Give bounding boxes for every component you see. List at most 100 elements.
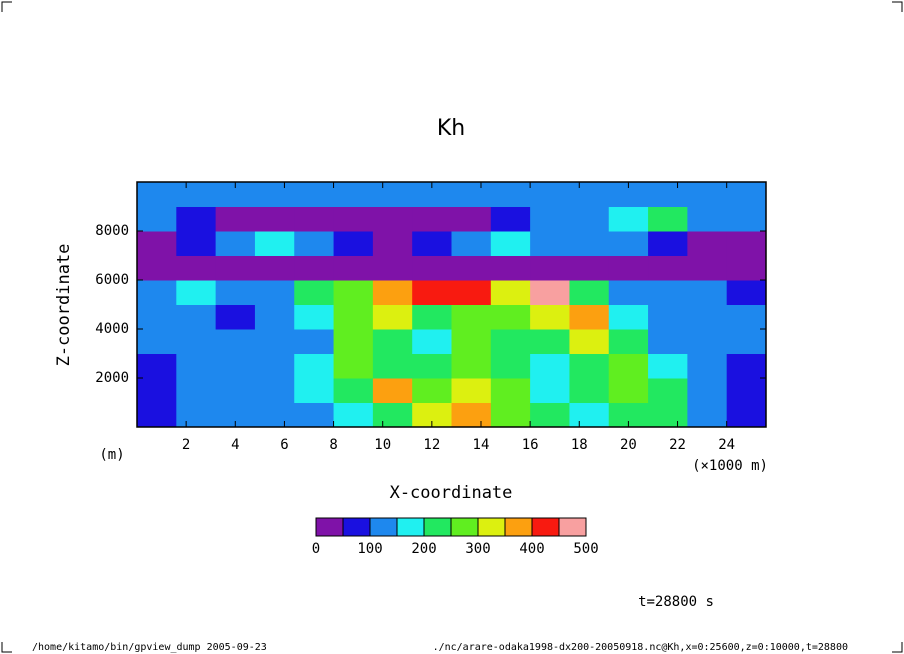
y-tick-label: 6000 [95,272,129,288]
contour-cell [648,231,688,256]
contour-cell [569,280,610,305]
y-unit: (m) [99,447,124,463]
contour-cell [726,378,767,403]
contour-cell [569,329,610,354]
x-unit: (×1000 m) [692,458,768,474]
contour-cell [726,353,767,379]
footer-right: ./nc/arare-odaka1998-dx200-20050918.nc@K… [433,642,848,653]
contour-cell [372,353,413,379]
contour-cell [254,280,295,305]
contour-cell [648,255,688,281]
contour-cell [254,353,295,379]
time-label: t=28800 s [638,594,714,610]
colorbar-box [396,517,425,537]
colorbar-tick-label: 100 [357,541,382,557]
x-tick-label: 22 [669,437,686,453]
contour-cell [137,231,177,256]
contour-cell [490,378,531,403]
contour-cell [530,304,570,330]
contour-cell [451,206,492,232]
contour-cell [726,304,767,330]
contour-cell [687,329,728,354]
contour-cell [530,182,570,207]
contour-cell [215,304,256,330]
contour-cell [412,280,452,305]
colorbar-tick-label: 0 [312,541,320,557]
contour-cell [530,378,570,403]
x-tick-label: 4 [231,437,239,453]
colorbar-tick-label: 500 [573,541,598,557]
contour-cell [176,402,217,428]
contour-cell [530,280,570,305]
contour-cell [254,182,295,207]
contour-cell [451,329,492,354]
contour-cell [451,255,492,281]
contour-cell [372,329,413,354]
contour-cell [176,231,217,256]
contour-cell [569,182,610,207]
contour-cell [530,402,570,428]
contour-cell [294,182,335,207]
contour-cell [294,206,335,232]
contour-cell [648,402,688,428]
contour-cell [254,304,295,330]
contour-cell [412,231,452,256]
contour-cell [608,329,649,354]
contour-cell [372,255,413,281]
contour-cell [451,280,492,305]
contour-cell [372,206,413,232]
contour-cell [569,378,610,403]
colorbar-box [342,517,371,537]
contour-cell [451,231,492,256]
colorbar-tick-label: 300 [465,541,490,557]
footer-left: /home/kitamo/bin/gpview_dump 2005-09-23 [32,642,267,653]
contour-cell [412,378,452,403]
contour-cell [333,255,374,281]
contour-cell [648,206,688,232]
contour-cell [372,280,413,305]
contour-cell [569,353,610,379]
contour-cell [333,402,374,428]
contour-cell [333,280,374,305]
contour-cell [333,206,374,232]
contour-cell [294,378,335,403]
contour-cell [412,304,452,330]
contour-cell [687,280,728,305]
contour-cell [726,329,767,354]
x-tick-label: 6 [280,437,288,453]
contour-cell [490,255,531,281]
contour-cell [176,378,217,403]
contour-cell [215,206,256,232]
x-tick-label: 16 [522,437,539,453]
colorbar-box [477,517,506,537]
contour-cell [215,378,256,403]
contour-cell [215,231,256,256]
colorbar-tick-label: 400 [519,541,544,557]
contour-cell [215,353,256,379]
contour-cell [254,329,295,354]
x-tick-label: 24 [718,437,735,453]
contour-cell [648,329,688,354]
contour-cell [608,280,649,305]
contour-cell [687,353,728,379]
contour-cell [176,353,217,379]
contour-cell [333,182,374,207]
contour-cell [726,182,767,207]
contour-cell [451,378,492,403]
chart-title: Kh [437,116,465,141]
contour-cell [176,304,217,330]
contour-cell [412,329,452,354]
colorbar-box [315,517,344,537]
contour-cell [451,182,492,207]
y-tick-label: 4000 [95,321,129,337]
contour-cell [137,402,177,428]
contour-cell [372,231,413,256]
contour-cell [490,402,531,428]
contour-cell [530,231,570,256]
contour-cell [451,353,492,379]
contour-cell [176,206,217,232]
contour-cell [530,329,570,354]
contour-cell [490,329,531,354]
contour-cell [648,280,688,305]
contour-cell [490,304,531,330]
